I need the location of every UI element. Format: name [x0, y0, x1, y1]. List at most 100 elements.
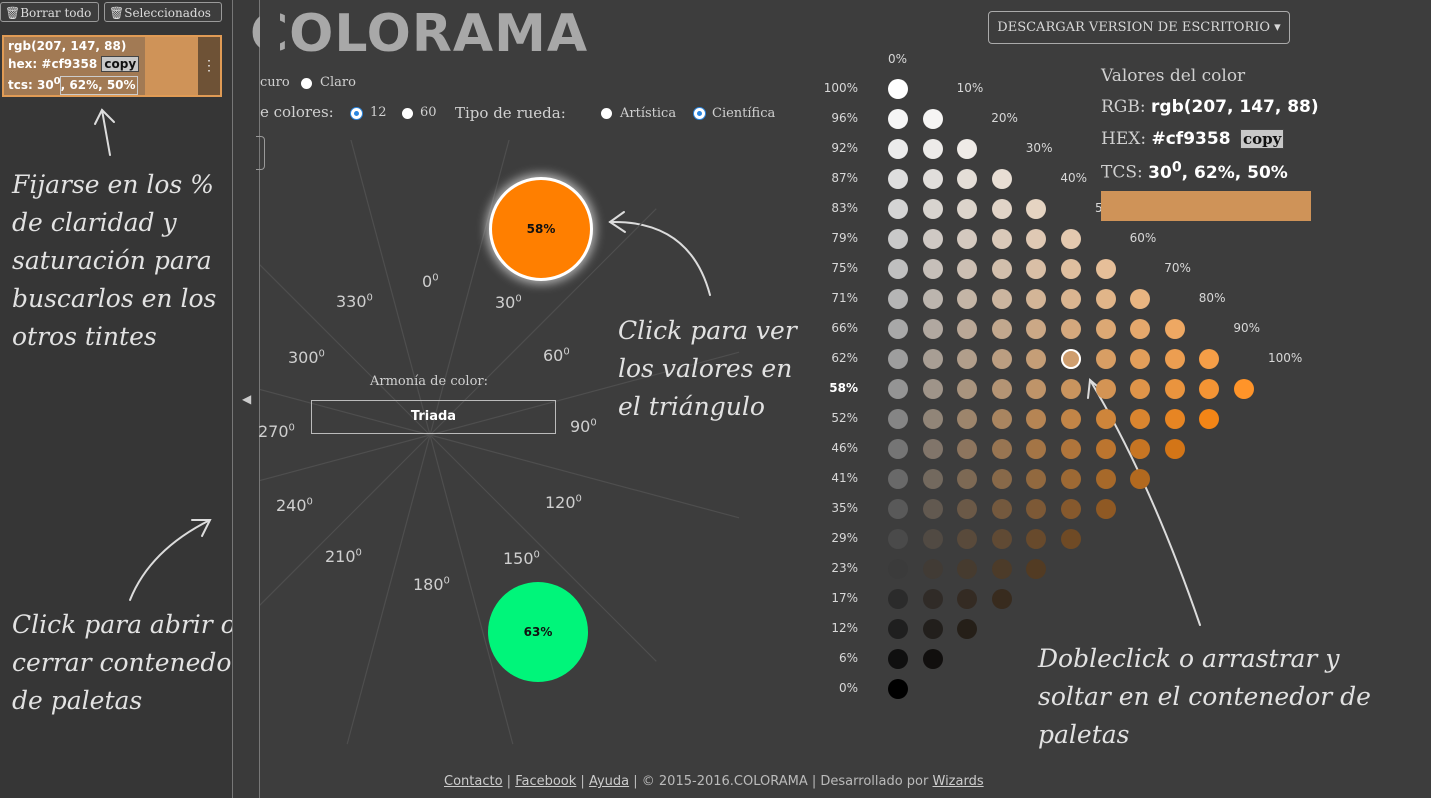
color-dot[interactable]: [922, 529, 943, 549]
color-dot[interactable]: [991, 199, 1012, 219]
color-dot[interactable]: [1026, 499, 1047, 519]
color-dot[interactable]: [1130, 469, 1151, 489]
color-dot[interactable]: [888, 469, 908, 489]
color-dot[interactable]: [888, 649, 908, 669]
color-dot[interactable]: [957, 439, 978, 459]
color-dot[interactable]: [991, 439, 1012, 459]
color-dot[interactable]: [888, 529, 908, 549]
color-dot[interactable]: [1130, 349, 1151, 369]
color-dot[interactable]: [957, 559, 978, 579]
color-dot[interactable]: [991, 559, 1012, 579]
color-dot[interactable]: [888, 109, 908, 129]
colors-12-radio[interactable]: [351, 108, 362, 119]
color-dot[interactable]: [957, 619, 978, 639]
color-dot[interactable]: [1130, 439, 1151, 459]
color-dot[interactable]: [1130, 319, 1151, 339]
color-dot[interactable]: [1095, 439, 1116, 459]
color-dot[interactable]: [957, 469, 978, 489]
wheel-artistic-radio[interactable]: [601, 108, 612, 119]
footer-wizards-link[interactable]: Wizards: [932, 774, 984, 789]
color-dot[interactable]: [991, 379, 1012, 399]
color-dot[interactable]: [1164, 409, 1185, 429]
color-dot[interactable]: [957, 199, 978, 219]
color-dot[interactable]: [1061, 259, 1081, 279]
harmony-circle-primary[interactable]: 58%: [489, 177, 593, 281]
caret-left-icon[interactable]: ◀: [242, 392, 252, 406]
color-dot[interactable]: [1199, 409, 1220, 429]
color-dot[interactable]: [888, 229, 908, 249]
wheel-scientific-radio[interactable]: [694, 108, 705, 119]
color-dot[interactable]: [1026, 199, 1047, 219]
hex-copy-button[interactable]: copy: [1239, 129, 1285, 149]
color-dot[interactable]: [922, 319, 943, 339]
color-dot[interactable]: [957, 409, 978, 429]
color-dot[interactable]: [1095, 469, 1116, 489]
color-dot[interactable]: [991, 259, 1012, 279]
color-dot[interactable]: [888, 79, 908, 99]
color-dot[interactable]: [991, 589, 1012, 609]
color-dot[interactable]: [922, 649, 943, 669]
color-dot[interactable]: [922, 259, 943, 279]
color-dot[interactable]: [888, 619, 908, 639]
color-dot[interactable]: [1234, 379, 1254, 399]
color-dot[interactable]: [991, 469, 1012, 489]
color-dot[interactable]: [1026, 409, 1047, 429]
color-dot[interactable]: [1026, 529, 1047, 549]
color-dot[interactable]: [922, 499, 943, 519]
color-dot[interactable]: [922, 169, 943, 189]
color-dot[interactable]: [922, 289, 943, 309]
color-dot[interactable]: [888, 439, 908, 459]
color-dot[interactable]: [957, 379, 978, 399]
color-dot[interactable]: [1095, 289, 1116, 309]
color-dot[interactable]: [957, 139, 978, 159]
color-dot[interactable]: [957, 259, 978, 279]
color-dot[interactable]: [957, 499, 978, 519]
color-dot[interactable]: [888, 379, 908, 399]
color-dot[interactable]: [922, 139, 943, 159]
color-dot[interactable]: [991, 409, 1012, 429]
color-dot[interactable]: [922, 349, 943, 369]
color-dot[interactable]: [922, 379, 943, 399]
harmony-circle-secondary[interactable]: 63%: [488, 582, 588, 682]
color-dot[interactable]: [957, 289, 978, 309]
color-dot[interactable]: [1061, 529, 1081, 549]
color-dot[interactable]: [1026, 259, 1047, 279]
download-desktop-button[interactable]: DESCARGAR VERSION DE ESCRITORIO ▾: [988, 11, 1290, 44]
colors-60-radio[interactable]: [402, 108, 413, 119]
color-dot[interactable]: [888, 289, 908, 309]
color-dot[interactable]: [888, 409, 908, 429]
color-dot[interactable]: [1061, 409, 1081, 429]
color-dot[interactable]: [957, 529, 978, 549]
color-dot[interactable]: [1061, 499, 1081, 519]
dropdown-edge[interactable]: [256, 136, 265, 170]
theme-light-radio[interactable]: [301, 78, 312, 89]
harmony-select[interactable]: Triada: [311, 400, 556, 434]
kebab-menu-icon[interactable]: ⋮: [198, 37, 220, 95]
color-dot[interactable]: [991, 289, 1012, 309]
color-dot[interactable]: [991, 319, 1012, 339]
color-dot[interactable]: [1026, 379, 1047, 399]
color-dot[interactable]: [1026, 439, 1047, 459]
color-dot[interactable]: [922, 559, 943, 579]
delete-selected-button[interactable]: 🗑Seleccionados: [104, 2, 222, 22]
color-dot[interactable]: [1095, 409, 1116, 429]
color-dot[interactable]: [888, 169, 908, 189]
color-dot[interactable]: [888, 589, 908, 609]
color-dot[interactable]: [1164, 439, 1185, 459]
color-dot[interactable]: [1164, 349, 1185, 369]
color-dot[interactable]: [922, 469, 943, 489]
color-dot[interactable]: [888, 319, 908, 339]
color-dot[interactable]: [1164, 319, 1185, 339]
color-dot[interactable]: [888, 199, 908, 219]
color-dot[interactable]: [888, 559, 908, 579]
color-dot[interactable]: [1095, 319, 1116, 339]
color-preview-swatch[interactable]: [1101, 191, 1311, 221]
color-dot[interactable]: [957, 319, 978, 339]
color-dot[interactable]: [888, 349, 908, 369]
color-dot[interactable]: [1061, 319, 1081, 339]
color-dot[interactable]: [1061, 379, 1081, 399]
color-dot[interactable]: [1130, 409, 1151, 429]
color-dot[interactable]: [957, 229, 978, 249]
palette-toggle-bar[interactable]: ◀: [232, 0, 260, 798]
footer-facebook-link[interactable]: Facebook: [515, 774, 577, 789]
